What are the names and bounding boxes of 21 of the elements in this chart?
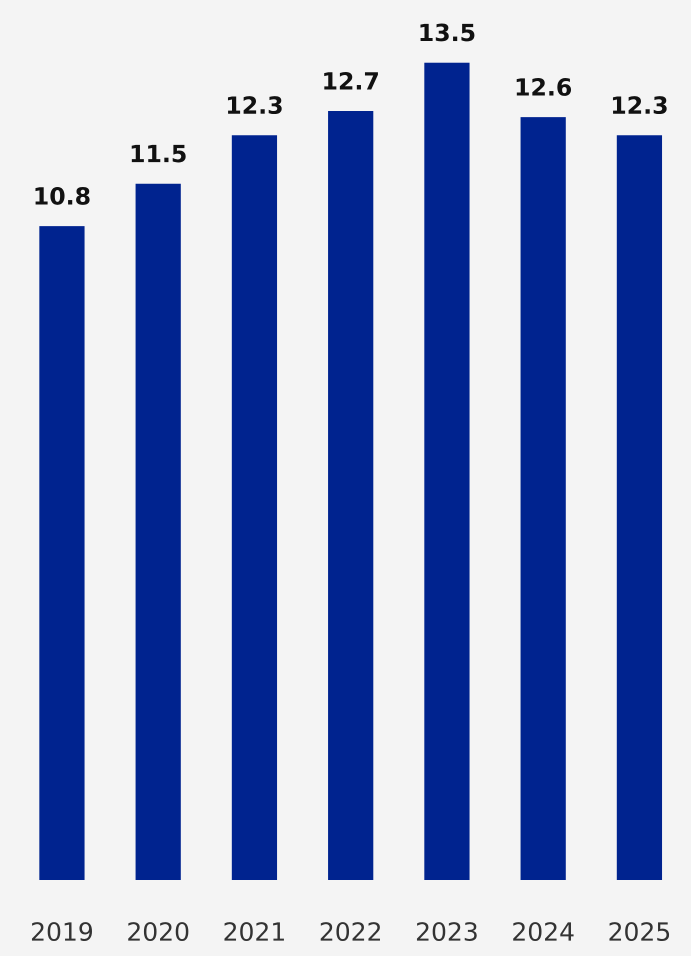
- data-label: 12.3: [612, 96, 667, 114]
- bar: [136, 184, 181, 880]
- bar: [328, 111, 374, 880]
- data-label: 13.5: [420, 24, 474, 42]
- x-tick-label: 2019: [32, 922, 92, 942]
- bar: [520, 117, 566, 880]
- data-label: 12.3: [228, 96, 282, 114]
- x-tick-label: 2020: [128, 922, 188, 942]
- data-label: 12.7: [324, 72, 378, 90]
- data-label: 10.8: [35, 186, 90, 205]
- data-label: 11.5: [132, 144, 186, 162]
- x-tick-label: 2024: [513, 922, 574, 942]
- bar: [616, 135, 662, 880]
- bar: [424, 62, 470, 880]
- x-tick-label: 2025: [609, 922, 670, 942]
- x-tick-label: 2022: [320, 922, 380, 942]
- bar: [232, 135, 278, 880]
- x-tick-label: 2023: [416, 922, 477, 942]
- bar: [39, 226, 85, 880]
- x-tick-label: 2021: [224, 922, 284, 942]
- data-label: 12.6: [516, 78, 572, 96]
